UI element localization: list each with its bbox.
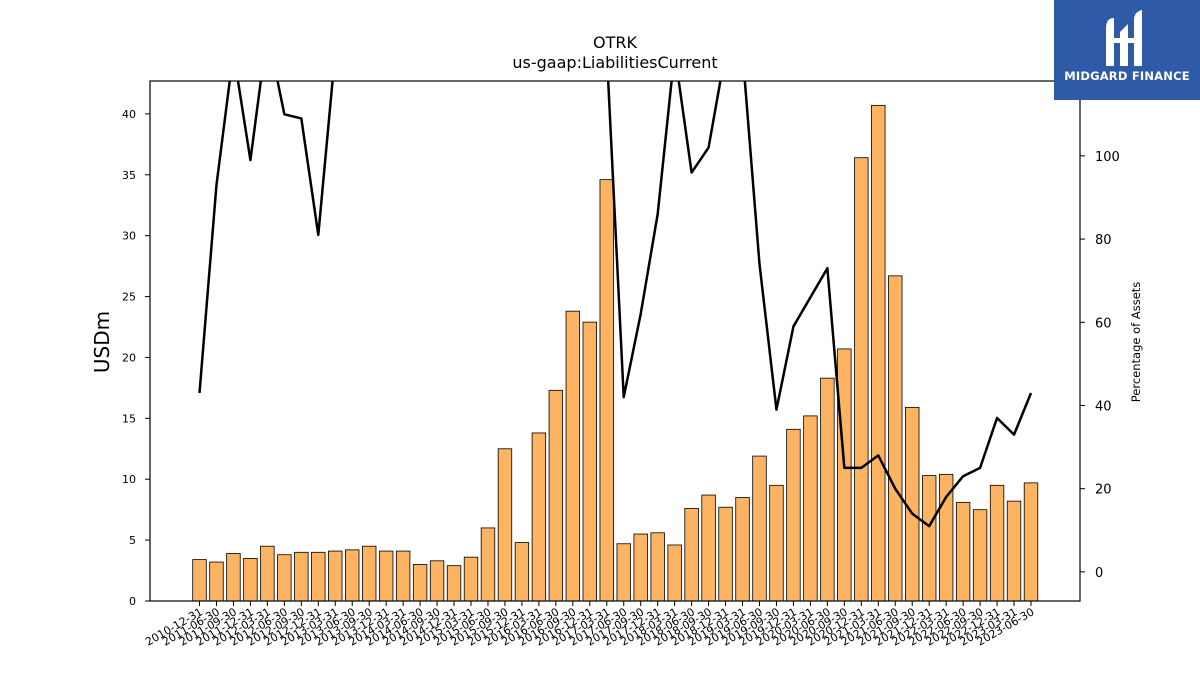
bar-2012-06-30 bbox=[277, 554, 292, 601]
bar-2014-03-31 bbox=[395, 550, 411, 601]
bar-2022-06-30 bbox=[955, 501, 971, 601]
y2-tick-label: 100 bbox=[1095, 150, 1120, 165]
bar-2016-03-31 bbox=[531, 432, 547, 601]
logo-mark-icon bbox=[1106, 10, 1142, 66]
bar-2016-12-31 bbox=[582, 321, 597, 601]
bar-2016-09-30 bbox=[565, 310, 581, 601]
y-tick-label: 25 bbox=[122, 291, 136, 304]
bar-2019-03-31 bbox=[735, 497, 750, 601]
bar-2011-06-30 bbox=[209, 561, 224, 601]
bar-2023-03-31 bbox=[1006, 500, 1022, 601]
bar-2019-06-30 bbox=[752, 455, 767, 601]
bar-2020-12-31 bbox=[854, 157, 869, 601]
bar-2017-03-31 bbox=[599, 179, 614, 601]
logo-text: MIDGARD FINANCE bbox=[1064, 69, 1190, 83]
bar-2018-03-31 bbox=[667, 544, 682, 601]
bar-2013-12-31 bbox=[378, 550, 394, 601]
y2-tick-label: 60 bbox=[1095, 316, 1112, 331]
bar-2018-12-31 bbox=[718, 506, 733, 601]
midgard-finance-logo: MIDGARD FINANCE bbox=[1054, 0, 1200, 100]
bar-2013-09-30 bbox=[362, 545, 377, 601]
bar-2012-03-31 bbox=[260, 545, 275, 601]
bar-2015-06-30 bbox=[480, 527, 496, 601]
bar-2019-12-31 bbox=[786, 428, 801, 601]
bar-2022-12-31 bbox=[989, 484, 1005, 601]
bar-2021-06-30 bbox=[888, 275, 903, 601]
y2-tick-label: 0 bbox=[1095, 566, 1103, 581]
bar-2012-09-30 bbox=[294, 551, 309, 601]
bar-2021-09-30 bbox=[905, 406, 920, 601]
bar-2017-09-30 bbox=[633, 533, 648, 601]
bar-2017-06-30 bbox=[616, 543, 631, 601]
y-tick-label: 0 bbox=[129, 595, 136, 608]
y2-tick-label: 20 bbox=[1095, 483, 1112, 498]
percentage-line bbox=[198, 81, 1033, 528]
bar-2023-06-30 bbox=[1023, 482, 1039, 601]
y-tick-label: 40 bbox=[122, 108, 136, 121]
bar-2020-06-30 bbox=[820, 377, 835, 601]
bar-2021-12-31 bbox=[922, 475, 937, 601]
bar-2013-06-30 bbox=[345, 549, 360, 601]
y-axis-label: USDm bbox=[90, 311, 114, 373]
plot-frame bbox=[149, 80, 1081, 602]
bar-2018-09-30 bbox=[701, 494, 716, 601]
y-tick-label: 20 bbox=[122, 351, 136, 364]
bar-2010-12-31 bbox=[192, 559, 207, 601]
bar-2011-09-30 bbox=[226, 553, 241, 601]
y-tick-label: 10 bbox=[122, 473, 136, 486]
y2-tick-label: 80 bbox=[1095, 233, 1112, 248]
bar-2014-12-31 bbox=[446, 565, 462, 601]
bar-2022-09-30 bbox=[972, 509, 988, 601]
y-tick-label: 5 bbox=[129, 534, 136, 547]
bar-2012-12-31 bbox=[311, 551, 326, 601]
bar-2015-03-31 bbox=[463, 556, 479, 601]
bar-2011-12-31 bbox=[243, 557, 258, 601]
bar-2017-12-31 bbox=[650, 532, 665, 601]
bar-2014-09-30 bbox=[429, 560, 445, 601]
bar-2020-09-30 bbox=[837, 348, 852, 601]
bar-2013-03-31 bbox=[328, 550, 343, 601]
bar-2015-09-30 bbox=[497, 448, 513, 601]
bar-2020-03-31 bbox=[803, 415, 818, 601]
bar-2021-03-31 bbox=[871, 104, 886, 601]
y-tick-label: 30 bbox=[122, 230, 136, 243]
bar-2015-12-31 bbox=[514, 542, 530, 601]
chart-title: OTRK bbox=[593, 33, 637, 52]
bar-2019-09-30 bbox=[769, 484, 784, 601]
bar-2022-03-31 bbox=[938, 473, 954, 601]
bar-2018-06-30 bbox=[684, 508, 699, 601]
bar-2014-06-30 bbox=[412, 564, 428, 601]
y-tick-label: 35 bbox=[122, 169, 136, 182]
y-tick-label: 15 bbox=[122, 412, 136, 425]
y2-axis-label: Percentage of Assets bbox=[1129, 282, 1143, 403]
chart-subtitle: us-gaap:LiabilitiesCurrent bbox=[512, 53, 717, 72]
y2-tick-label: 40 bbox=[1095, 399, 1112, 414]
bar-2016-06-30 bbox=[548, 389, 564, 601]
